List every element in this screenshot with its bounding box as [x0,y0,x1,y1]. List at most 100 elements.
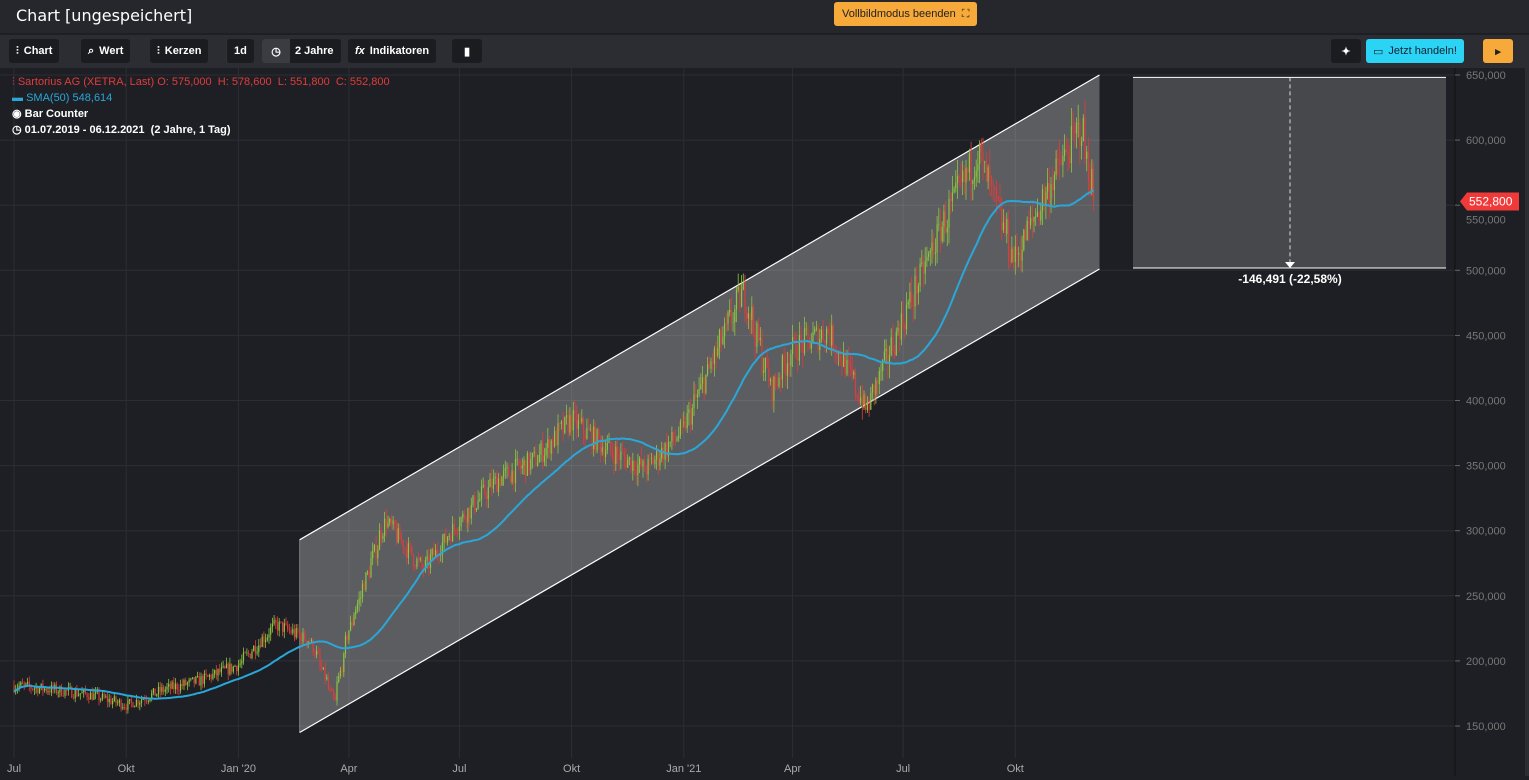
candle-body [939,223,942,241]
x-tick-label: Okt [563,763,580,775]
price-chart[interactable]: Jul Okt Jan '20 Apr Jul Okt Jan '21 Apr Jul Okt -1… [0,68,1525,776]
value-search-button[interactable]: ⌕ Wert [81,39,131,63]
candle-body [276,622,279,631]
candle-body [786,363,789,376]
interval-button[interactable]: 1d [226,39,254,63]
candle-body [929,250,931,254]
candle-body [1007,218,1010,260]
candle-body [615,446,617,464]
candle-body [526,453,528,476]
candle-body [1041,189,1044,211]
chart-area[interactable]: Jul Okt Jan '20 Apr Jul Okt Jan '21 Apr Jul Okt -1… [0,68,1525,776]
candle-body [336,681,338,701]
bar-counter-legend[interactable]: ◉ Bar Counter [12,106,390,122]
candle-body [220,667,222,673]
low-value: L: 551,800 [277,76,330,88]
candle-body [596,429,598,451]
candle-body [973,177,976,181]
candle-body [591,428,593,450]
candle-body [979,143,981,165]
candle-body [1058,158,1061,164]
candle-body [802,340,804,354]
chart-type-label: Kerzen [164,45,202,57]
candle-body [214,669,216,674]
candle-body [586,427,588,439]
candle-body [13,685,15,692]
candle-body [151,692,153,699]
candle-body [941,226,943,241]
candle-body [397,528,399,543]
candle-body [708,364,710,369]
candle-body [166,686,168,690]
candle-body [419,558,421,560]
candle-body [520,465,522,469]
candle-body [860,397,862,403]
candle-body [110,698,112,704]
candle-body [800,335,802,341]
range-button[interactable]: ◷ 2 Jahre [262,39,341,63]
magic-button[interactable]: ✦ [1331,39,1361,63]
candle-body [598,429,600,438]
candle-body [373,544,375,551]
candle-body [764,357,766,371]
candle-body [1004,222,1006,234]
chart-legend: ⫶ Sartorius AG (XETRA, Last) O: 575,000 … [12,74,390,138]
candle-body [618,454,620,460]
candle-body [76,689,78,696]
candle-body [547,439,549,448]
candle-body [382,535,384,539]
candle-body [72,697,75,699]
chart-menu-button[interactable]: ⫶ Chart [9,39,60,63]
candle-body [1023,229,1025,250]
candle-body [994,186,996,189]
trade-now-button[interactable]: ▭ Jetzt handeln! [1366,39,1464,63]
last-price-tag [1460,192,1519,211]
candle-body [120,700,122,709]
candle-body [649,458,651,460]
candle-body [93,693,95,700]
candle-body [327,677,330,690]
candle-body [588,427,590,430]
candle-body [380,530,382,539]
candle-body [523,460,525,466]
candle-body [678,435,680,439]
interval-label: 1d [234,45,247,57]
candle-body [662,447,664,460]
candle-body [285,623,287,625]
candle-body [480,486,483,500]
candle-body [249,653,251,659]
candle-body [676,438,678,441]
x-tick-label: Jul [7,763,21,775]
candle-body [924,261,926,274]
candle-body [460,517,462,527]
candle-body [200,676,202,686]
sma-legend[interactable]: ▬ SMA(50) 548,614 [12,90,390,106]
candle-body [975,170,977,178]
candle-body [409,543,411,546]
candle-body [956,176,959,183]
candle-body [841,361,843,367]
candle-body [963,170,965,183]
candle-body [698,388,700,395]
candle-body [540,442,542,455]
candle-body [713,348,715,364]
candle-body [827,328,829,333]
exit-fullscreen-button[interactable]: Vollbildmodus beenden ⛶ [834,2,978,26]
candle-body [856,394,858,398]
candle-body [180,684,182,691]
candle-body [1057,158,1059,160]
candle-body [525,460,527,476]
indicators-button[interactable]: fx Indikatoren [348,39,437,63]
date-range-detail: (2 Jahre, 1 Tag) [150,124,231,136]
bookmark-button[interactable]: ▮ [452,39,482,63]
candle-body [1001,208,1003,231]
candle-body [693,394,695,408]
candle-body [375,544,377,559]
candle-body [659,458,661,466]
expand-button[interactable]: ▸ [1483,39,1513,63]
candle-body [307,641,309,644]
candle-body [620,451,622,460]
candle-body [236,666,238,672]
chart-type-button[interactable]: ⫶ Kerzen [150,39,209,63]
candle-body [751,307,753,320]
